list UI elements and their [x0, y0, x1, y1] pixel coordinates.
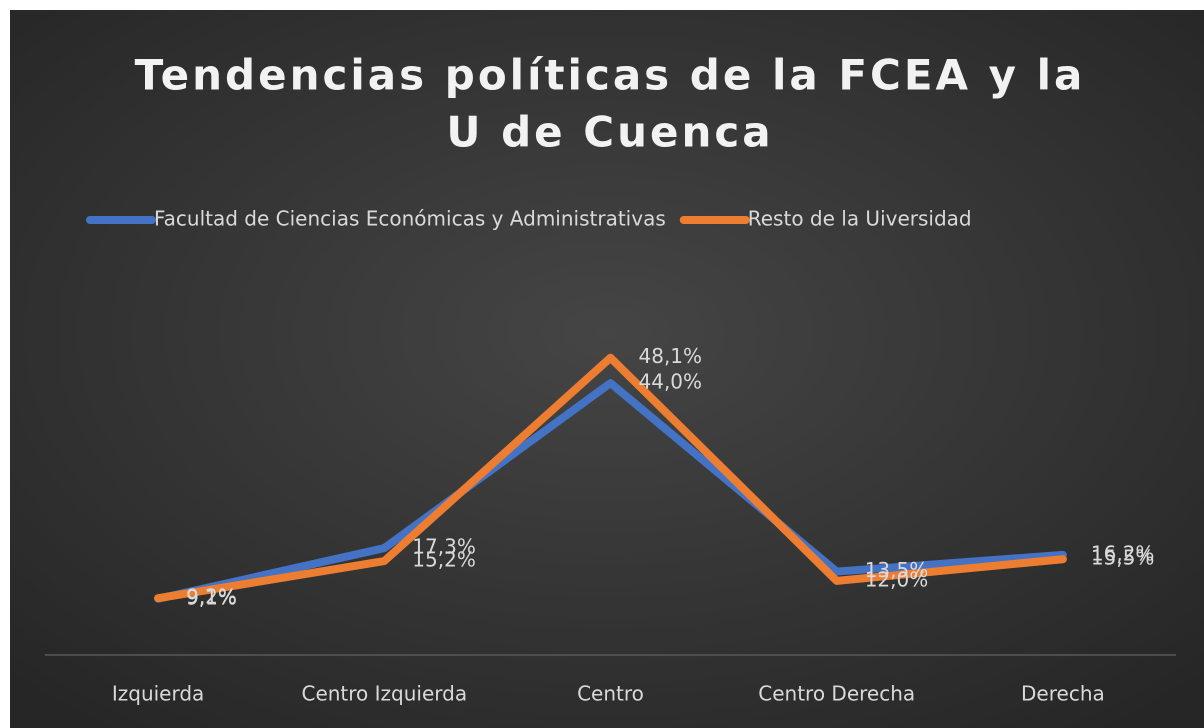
legend-label: Resto de la Uiversidad: [748, 207, 972, 231]
data-line: [154, 353, 1067, 603]
x-tick-label: Derecha: [1021, 682, 1105, 706]
chart-background: [10, 10, 1204, 728]
legend-label: Facultad de Ciencias Económicas y Admini…: [154, 207, 666, 231]
data-label: 12,0%: [865, 567, 929, 591]
data-label: 15,2%: [412, 548, 476, 572]
data-line: [154, 379, 1067, 603]
data-label: 48,1%: [639, 344, 703, 368]
data-label: 17,3%: [412, 535, 476, 559]
x-tick-label: Centro Derecha: [758, 682, 915, 706]
data-label: 9,1%: [186, 585, 237, 609]
data-label: 9,2%: [186, 585, 237, 609]
data-label: 16,2%: [1091, 541, 1155, 565]
chart-title: U de Cuenca: [446, 108, 773, 157]
data-label: 15,5%: [1091, 546, 1155, 570]
x-tick-label: Izquierda: [112, 682, 204, 706]
x-tick-label: Centro Izquierda: [301, 682, 467, 706]
data-label: 13,5%: [865, 558, 929, 582]
chart-title: Tendencias políticas de la FCEA y la: [135, 51, 1086, 100]
data-label: 44,0%: [639, 370, 703, 394]
x-tick-label: Centro: [577, 682, 644, 706]
